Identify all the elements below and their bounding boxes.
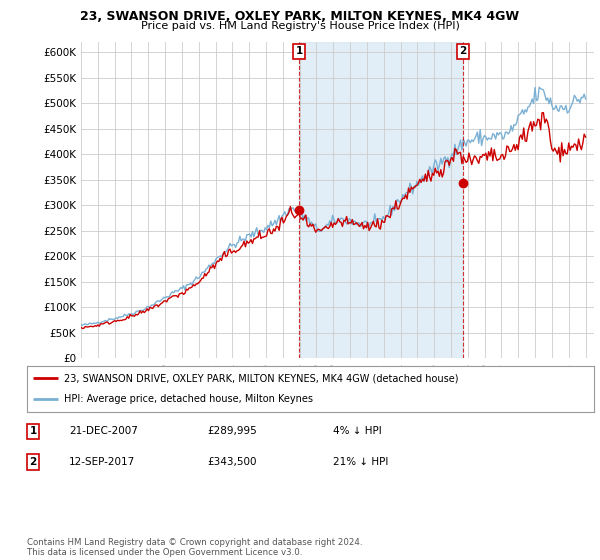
- Text: HPI: Average price, detached house, Milton Keynes: HPI: Average price, detached house, Milt…: [64, 394, 313, 404]
- Text: 2: 2: [460, 46, 467, 57]
- Text: 2: 2: [29, 457, 37, 467]
- Text: 1: 1: [29, 426, 37, 436]
- Text: 4% ↓ HPI: 4% ↓ HPI: [333, 426, 382, 436]
- Text: 23, SWANSON DRIVE, OXLEY PARK, MILTON KEYNES, MK4 4GW (detached house): 23, SWANSON DRIVE, OXLEY PARK, MILTON KE…: [64, 373, 458, 383]
- Text: 23, SWANSON DRIVE, OXLEY PARK, MILTON KEYNES, MK4 4GW: 23, SWANSON DRIVE, OXLEY PARK, MILTON KE…: [80, 10, 520, 22]
- Text: Price paid vs. HM Land Registry's House Price Index (HPI): Price paid vs. HM Land Registry's House …: [140, 21, 460, 31]
- Text: 21-DEC-2007: 21-DEC-2007: [69, 426, 138, 436]
- Text: £289,995: £289,995: [207, 426, 257, 436]
- Text: 1: 1: [295, 46, 302, 57]
- Text: £343,500: £343,500: [207, 457, 257, 467]
- Text: 12-SEP-2017: 12-SEP-2017: [69, 457, 135, 467]
- Text: Contains HM Land Registry data © Crown copyright and database right 2024.
This d: Contains HM Land Registry data © Crown c…: [27, 538, 362, 557]
- Bar: [299, 42, 463, 358]
- Text: 21% ↓ HPI: 21% ↓ HPI: [333, 457, 388, 467]
